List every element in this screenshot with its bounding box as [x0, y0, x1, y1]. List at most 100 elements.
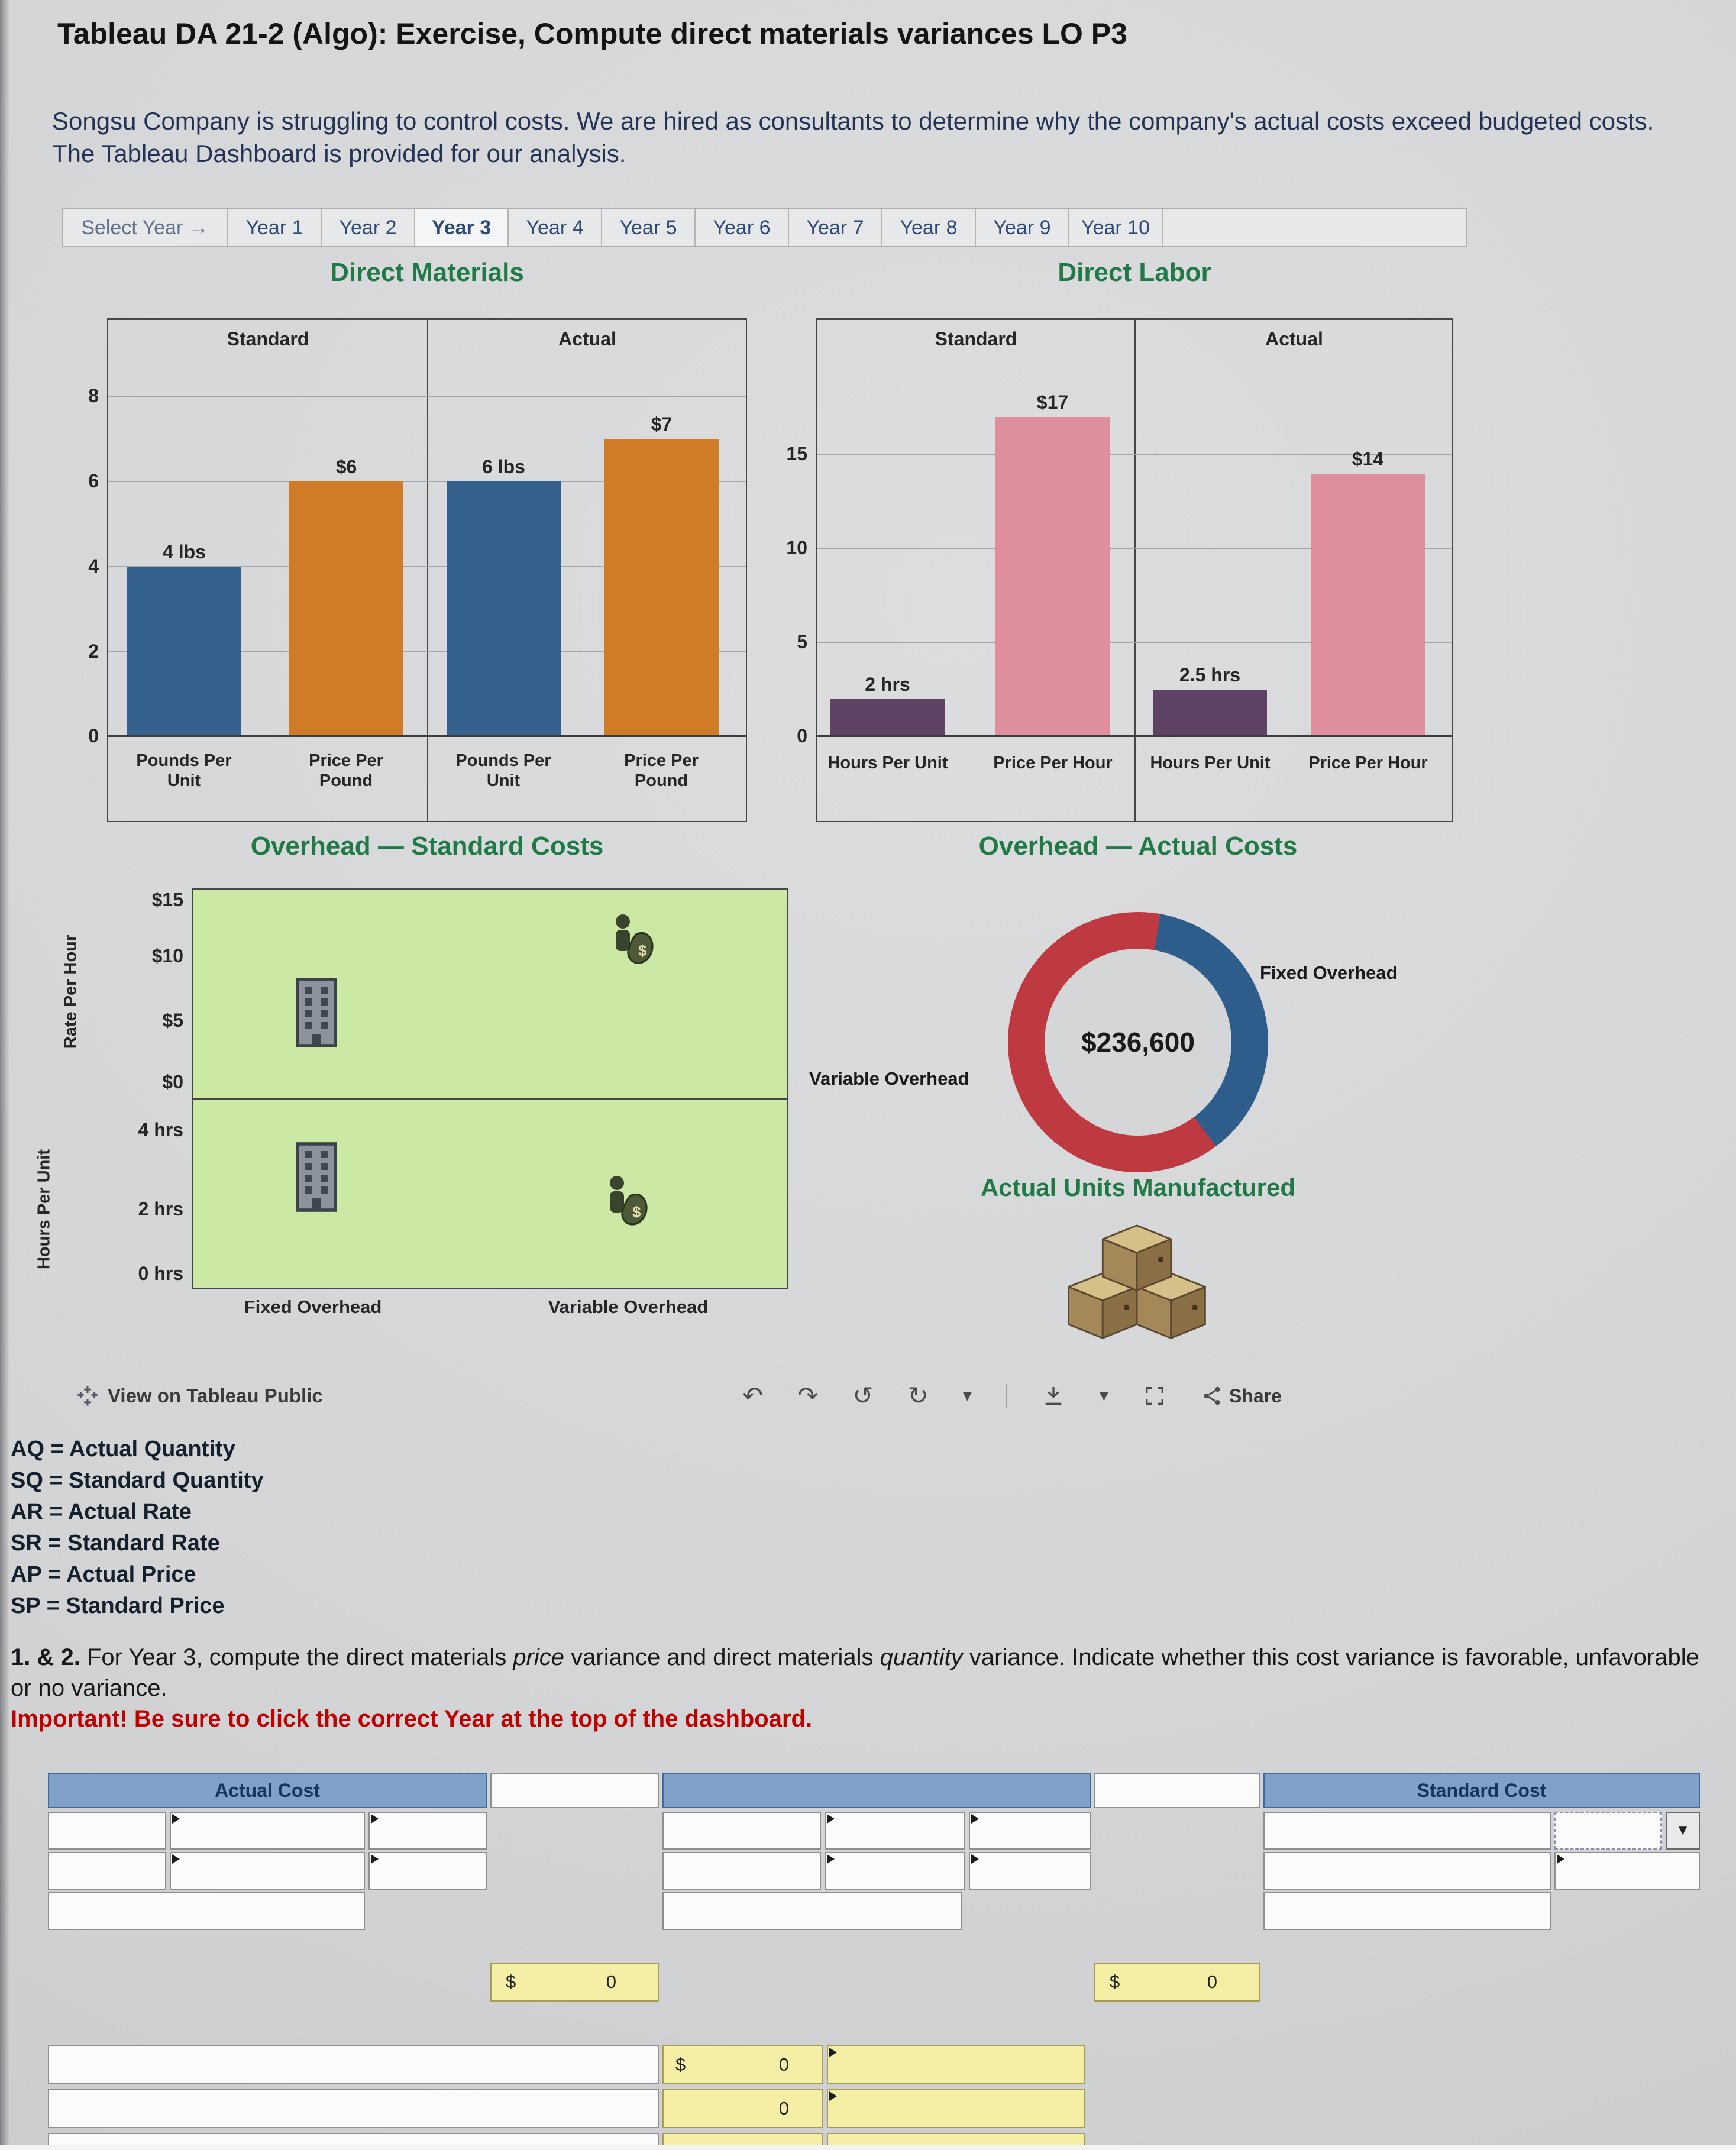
caret-down-icon[interactable]: ▾ [962, 1386, 972, 1405]
bar-value-label: 2 hrs [865, 674, 910, 696]
gridline [817, 548, 1452, 549]
dl-header-actual: Actual [1265, 328, 1323, 350]
year-tab-1[interactable]: Year 1 [228, 209, 322, 246]
dm-ytick-2: 2 [88, 641, 99, 662]
svg-text:$: $ [638, 942, 647, 959]
requirement-text-italic: price [513, 1644, 565, 1670]
input-cell[interactable] [662, 1892, 962, 1930]
input-cell[interactable] [48, 1812, 166, 1850]
year-tab-2[interactable]: Year 2 [322, 209, 415, 246]
caret-down-icon[interactable]: ▾ [1099, 1386, 1108, 1405]
input-cell[interactable] [48, 1892, 365, 1930]
donut-center-value: $236,600 [1081, 1027, 1195, 1058]
page-bottom-edge [0, 2145, 1736, 2150]
dl-category-label: Hours Per Unit [1150, 754, 1271, 772]
input-cell[interactable] [1263, 1852, 1551, 1890]
tableau-toolbar: ↶ ↷ ↺ ↻ ▾ ▾ Share [742, 1379, 1282, 1412]
input-cell[interactable] [662, 1812, 821, 1850]
ov-tick-2hrs: 2 hrs [138, 1198, 183, 1220]
middle-header [662, 1773, 1091, 1808]
direct-materials-chart: Standard Actual 8 6 4 2 0 4 lbs $6 6 lbs [88, 318, 747, 822]
year-tab-9[interactable]: Year 9 [976, 209, 1069, 246]
input-cell[interactable] [1554, 1852, 1700, 1890]
overhead-standard-panel: $ $ [192, 888, 788, 1289]
currency-symbol: $ [506, 1971, 516, 1992]
cell-marker-icon [829, 2091, 837, 2101]
input-cell[interactable] [662, 1852, 821, 1890]
redo-icon[interactable]: ↷ [797, 1382, 819, 1409]
year-tab-8[interactable]: Year 8 [882, 209, 976, 246]
chart-title-overhead-actual: Overhead — Actual Costs [978, 832, 1298, 861]
year-tab-5[interactable]: Year 5 [602, 209, 696, 246]
tableau-logo-icon [77, 1386, 98, 1406]
dm-category-label: Price Per Pound [624, 751, 699, 791]
year-tab-7[interactable]: Year 7 [789, 209, 882, 246]
share-button[interactable]: Share [1201, 1385, 1282, 1407]
year-tab-6[interactable]: Year 6 [696, 209, 789, 246]
ov-col-fixed: Fixed Overhead [244, 1297, 382, 1317]
gridline [108, 566, 746, 567]
bar-value-label: $17 [1036, 392, 1069, 413]
chart-title-direct-materials: Direct Materials [330, 258, 524, 287]
donut-hole: $236,600 [1045, 949, 1231, 1136]
dm-header-actual: Actual [558, 328, 616, 350]
chart-title-actual-units: Actual Units Manufactured [980, 1173, 1296, 1201]
bar-value-label: 6 lbs [482, 456, 525, 478]
bar-slot: 2 hrs [830, 363, 945, 737]
overhead-actual-donut: $236,600 [1008, 912, 1268, 1172]
header-gap-cell [1094, 1773, 1260, 1808]
dl-plot-area: 2 hrs $17 2.5 hrs $14 [817, 363, 1452, 737]
year-tab-4[interactable]: Year 4 [509, 209, 602, 246]
bar-value-label: 4 lbs [163, 541, 206, 563]
revert-icon[interactable]: ↺ [852, 1382, 874, 1409]
view-on-tableau-public-link[interactable]: View on Tableau Public [108, 1385, 323, 1407]
year-tab-10[interactable]: Year 10 [1069, 209, 1163, 246]
ov-tick-0hrs: 0 hrs [138, 1263, 183, 1284]
input-cell[interactable] [825, 1852, 965, 1890]
legend-line: AP = Actual Price [11, 1562, 196, 1587]
input-cell[interactable] [48, 1852, 166, 1890]
cell-marker-icon [172, 1814, 180, 1824]
bar-slot: $7 [604, 363, 719, 737]
dl-ytick-10: 10 [786, 537, 807, 558]
selected-input-cell[interactable] [1554, 1812, 1662, 1850]
bar-value-label: $7 [651, 413, 673, 435]
variance-amount: 0 [778, 2054, 789, 2075]
input-cell[interactable] [368, 1852, 487, 1890]
cell-marker-icon [971, 1814, 979, 1824]
variance-direction-cell[interactable] [827, 2089, 1085, 2128]
input-cell[interactable] [368, 1812, 487, 1850]
building-icon [296, 978, 337, 1047]
input-cell[interactable] [1263, 1892, 1551, 1930]
year-selector-prompt: Select Year → [63, 209, 228, 246]
legend-line: SR = Standard Rate [11, 1531, 220, 1556]
input-cell[interactable] [969, 1812, 1091, 1850]
subtotal-cell-right: $ 0 [1094, 1963, 1260, 2002]
variance-direction-cell[interactable] [827, 2045, 1085, 2084]
fullscreen-icon[interactable] [1143, 1384, 1166, 1408]
refresh-icon[interactable]: ↻ [907, 1382, 929, 1409]
ov-tick-0: $0 [162, 1071, 183, 1092]
dm-category-label: Pounds Per Unit [455, 751, 551, 791]
share-label: Share [1229, 1385, 1282, 1407]
input-cell[interactable] [170, 1812, 365, 1850]
dropdown-button[interactable]: ▼ [1666, 1812, 1700, 1850]
requirement-text: For Year 3, compute the direct materials [80, 1644, 513, 1670]
undo-icon[interactable]: ↶ [742, 1382, 764, 1409]
dl-category-label: Hours Per Unit [827, 754, 948, 772]
input-cell[interactable] [170, 1852, 365, 1890]
year-tab-3[interactable]: Year 3 [415, 209, 509, 246]
bar-slot: 4 lbs [127, 363, 241, 737]
chart-title-direct-labor: Direct Labor [1058, 258, 1211, 287]
bar-slot: 6 lbs [447, 363, 561, 737]
cell-marker-icon [172, 1854, 180, 1864]
intro-text: Songsu Company is struggling to control … [52, 107, 1654, 167]
year-tab-bar: Select Year → Year 1 Year 2 Year 3 Year … [62, 208, 1467, 247]
bar-value-label: $6 [335, 456, 357, 478]
download-icon[interactable] [1042, 1384, 1065, 1408]
variance-label-cell[interactable] [48, 2045, 659, 2084]
input-cell[interactable] [1263, 1812, 1551, 1850]
variance-label-cell[interactable] [48, 2089, 659, 2128]
input-cell[interactable] [969, 1852, 1091, 1890]
input-cell[interactable] [825, 1812, 965, 1850]
